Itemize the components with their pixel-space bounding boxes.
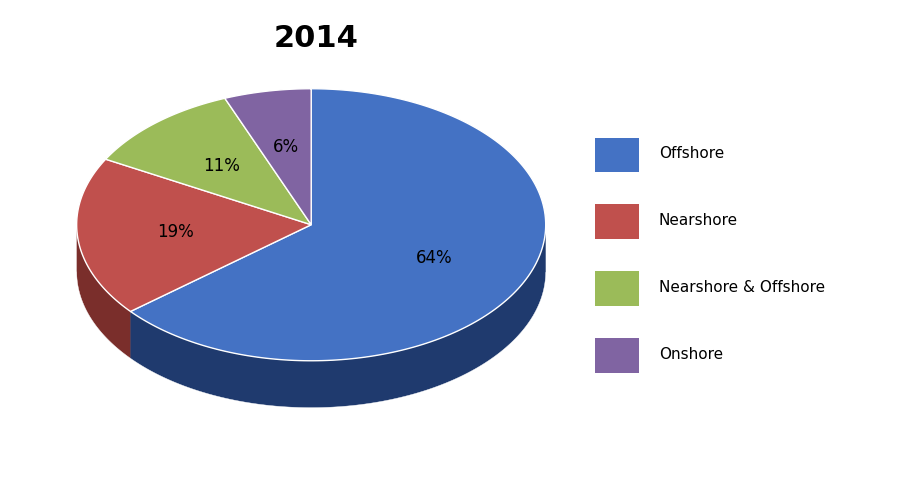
Polygon shape [131,225,311,358]
Text: 2014: 2014 [273,24,358,53]
Polygon shape [77,159,311,312]
Text: Onshore: Onshore [658,347,723,362]
Bar [595,204,639,239]
Text: Offshore: Offshore [658,146,724,161]
Polygon shape [131,89,546,361]
Text: 64%: 64% [416,249,453,267]
Polygon shape [131,225,311,358]
Text: Nearshore & Offshore: Nearshore & Offshore [658,280,825,295]
Polygon shape [77,225,131,358]
Bar [595,138,639,172]
Text: 11%: 11% [203,156,240,174]
Text: Nearshore: Nearshore [658,213,738,228]
Bar [595,338,639,373]
Polygon shape [225,89,311,225]
Text: 6%: 6% [272,138,299,156]
Bar [595,271,639,306]
Polygon shape [106,98,311,225]
Polygon shape [131,226,546,408]
Text: 19%: 19% [157,223,194,241]
